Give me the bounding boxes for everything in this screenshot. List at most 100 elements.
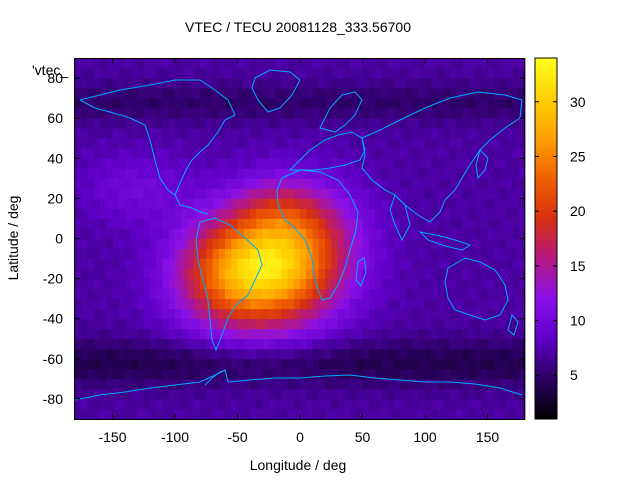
heatmap-cell bbox=[350, 358, 357, 370]
heatmap-cell bbox=[262, 348, 270, 360]
heatmap-cell bbox=[393, 258, 401, 269]
heatmap-cell bbox=[118, 408, 126, 420]
heatmap-cell bbox=[93, 88, 101, 99]
heatmap-cell bbox=[112, 158, 120, 169]
heatmap-cell bbox=[262, 368, 270, 380]
heatmap-cell bbox=[275, 238, 282, 249]
heatmap-cell bbox=[262, 58, 270, 69]
heatmap-cell bbox=[481, 308, 488, 320]
heatmap-cell bbox=[393, 208, 401, 219]
heatmap-cell bbox=[381, 408, 388, 420]
heatmap-cell bbox=[475, 338, 482, 350]
heatmap-cell bbox=[493, 178, 501, 189]
heatmap-cell bbox=[350, 78, 357, 89]
heatmap-cell bbox=[400, 258, 407, 269]
heatmap-cell bbox=[456, 258, 463, 269]
heatmap-cell bbox=[225, 208, 232, 219]
heatmap-cell bbox=[318, 238, 326, 249]
heatmap-cell bbox=[231, 148, 238, 159]
heatmap-cell bbox=[287, 338, 295, 350]
heatmap-cell bbox=[87, 138, 95, 149]
heatmap-cell bbox=[456, 168, 463, 179]
heatmap-cell bbox=[93, 368, 101, 380]
heatmap-cell bbox=[150, 198, 157, 209]
heatmap-cell bbox=[356, 378, 363, 390]
heatmap-cell bbox=[443, 358, 451, 370]
heatmap-cell bbox=[325, 68, 332, 79]
heatmap-cell bbox=[168, 388, 176, 400]
heatmap-cell bbox=[175, 158, 182, 169]
heatmap-cell bbox=[212, 58, 220, 69]
heatmap-cell bbox=[362, 368, 370, 380]
heatmap-cell bbox=[487, 258, 495, 269]
heatmap-cell bbox=[393, 358, 401, 370]
heatmap-cell bbox=[156, 318, 163, 330]
heatmap-cell bbox=[375, 148, 382, 159]
heatmap-cell bbox=[193, 368, 201, 380]
heatmap-cell bbox=[356, 298, 363, 310]
heatmap-cell bbox=[462, 398, 470, 410]
heatmap-cell bbox=[393, 348, 401, 360]
heatmap-cell bbox=[475, 208, 482, 219]
heatmap-cell bbox=[400, 78, 407, 89]
heatmap-cell bbox=[293, 378, 301, 390]
heatmap-cell bbox=[125, 258, 132, 269]
heatmap-cell bbox=[281, 258, 288, 269]
heatmap-cell bbox=[331, 288, 338, 300]
heatmap-cell bbox=[350, 398, 357, 410]
heatmap-cell bbox=[368, 328, 376, 340]
heatmap-cell bbox=[325, 278, 332, 290]
heatmap-cell bbox=[356, 268, 363, 280]
heatmap-cell bbox=[300, 388, 307, 400]
heatmap-cell bbox=[268, 388, 276, 400]
heatmap-cell bbox=[187, 58, 195, 69]
heatmap-cell bbox=[181, 258, 188, 269]
heatmap-cell bbox=[268, 408, 276, 420]
heatmap-cell bbox=[287, 178, 295, 189]
heatmap-cell bbox=[150, 368, 157, 380]
heatmap-cell bbox=[112, 298, 120, 310]
heatmap-cell bbox=[131, 78, 138, 89]
heatmap-cell bbox=[381, 148, 388, 159]
heatmap-cell bbox=[406, 298, 413, 310]
heatmap-cell bbox=[275, 108, 282, 119]
heatmap-cell bbox=[87, 128, 95, 139]
heatmap-cell bbox=[212, 118, 220, 129]
heatmap-cell bbox=[131, 378, 138, 390]
heatmap-cell bbox=[125, 68, 132, 79]
heatmap-cell bbox=[406, 148, 413, 159]
heatmap-cell bbox=[412, 218, 420, 229]
heatmap-cell bbox=[500, 88, 507, 99]
heatmap-cell bbox=[168, 338, 176, 350]
heatmap-cell bbox=[387, 168, 395, 179]
heatmap-cell bbox=[200, 338, 207, 350]
heatmap-cell bbox=[143, 238, 151, 249]
heatmap-cell bbox=[268, 148, 276, 159]
heatmap-cell bbox=[125, 198, 132, 209]
heatmap-cell bbox=[518, 128, 526, 139]
heatmap-cell bbox=[493, 138, 501, 149]
heatmap-cell bbox=[281, 58, 288, 69]
heatmap-cell bbox=[87, 198, 95, 209]
heatmap-cell bbox=[87, 368, 95, 380]
heatmap-cell bbox=[181, 208, 188, 219]
heatmap-cell bbox=[262, 358, 270, 370]
heatmap-cell bbox=[237, 258, 245, 269]
heatmap-cell bbox=[443, 308, 451, 320]
heatmap-cell bbox=[268, 268, 276, 280]
heatmap-cell bbox=[87, 248, 95, 259]
heatmap-cell bbox=[118, 198, 126, 209]
heatmap-cell bbox=[375, 128, 382, 139]
heatmap-cell bbox=[175, 78, 182, 89]
heatmap-cell bbox=[100, 358, 107, 370]
heatmap-cell bbox=[218, 78, 226, 89]
heatmap-cell bbox=[487, 158, 495, 169]
heatmap-cell bbox=[356, 158, 363, 169]
heatmap-cell bbox=[212, 268, 220, 280]
heatmap-cell bbox=[456, 228, 463, 239]
heatmap-cell bbox=[212, 288, 220, 300]
heatmap-cell bbox=[131, 288, 138, 300]
heatmap-cell bbox=[75, 238, 82, 249]
heatmap-cell bbox=[281, 78, 288, 89]
heatmap-cell bbox=[512, 268, 520, 280]
